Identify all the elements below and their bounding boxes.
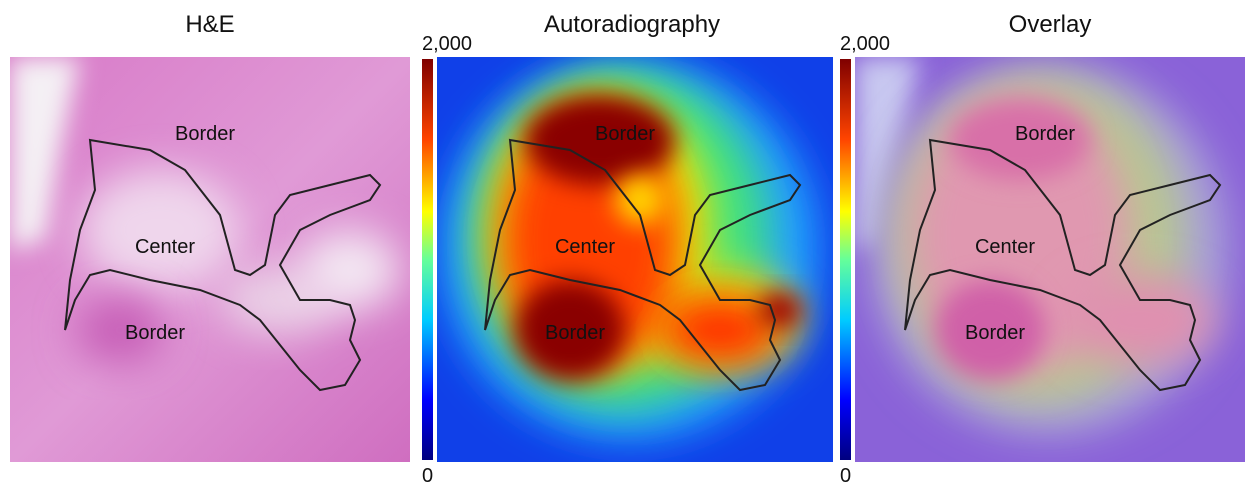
colorbar-min: 0 bbox=[422, 465, 433, 486]
he-image bbox=[10, 57, 410, 462]
region-label: Border bbox=[545, 322, 605, 344]
overlay-panel: Overlay 2,000 0 Border Center Border bbox=[840, 11, 1245, 486]
region-label: Center bbox=[135, 236, 195, 258]
colorbar-max: 2,000 bbox=[422, 33, 472, 55]
autoradiography-panel: Autoradiography 2,000 0 Border Center Bo… bbox=[422, 11, 833, 486]
region-label: Border bbox=[595, 123, 655, 145]
region-label: Center bbox=[555, 236, 615, 258]
panel-title: Overlay bbox=[1009, 11, 1092, 38]
overlay-image bbox=[855, 57, 1245, 462]
panel-title: Autoradiography bbox=[544, 11, 720, 38]
heatmap-image bbox=[437, 57, 833, 462]
region-label: Border bbox=[1015, 123, 1075, 145]
colorbar bbox=[422, 59, 433, 460]
colorbar-min: 0 bbox=[840, 465, 851, 486]
panel-title: H&E bbox=[185, 11, 234, 38]
he-panel: H&E Border Center Border bbox=[10, 11, 410, 462]
colorbar bbox=[840, 59, 851, 460]
colorbar-max: 2,000 bbox=[840, 33, 890, 55]
region-label: Center bbox=[975, 236, 1035, 258]
region-label: Border bbox=[125, 322, 185, 344]
region-label: Border bbox=[965, 322, 1025, 344]
region-label: Border bbox=[175, 123, 235, 145]
